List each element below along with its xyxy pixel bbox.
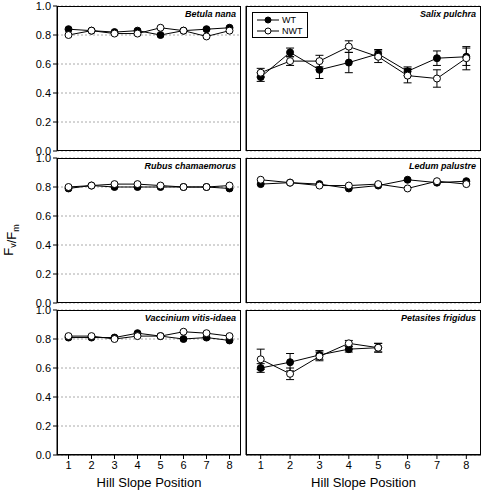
- svg-text:0.2: 0.2: [36, 116, 51, 128]
- svg-text:1: 1: [65, 459, 71, 471]
- svg-text:3: 3: [316, 459, 322, 471]
- html-text:Hill Slope Position: Hill Slope Position: [96, 475, 202, 490]
- svg-text:0.8: 0.8: [36, 181, 51, 193]
- svg-text:0.2: 0.2: [36, 420, 51, 432]
- svg-text:4: 4: [346, 459, 352, 471]
- svg-text:0.0: 0.0: [35, 144, 51, 157]
- svg-text:0.6: 0.6: [36, 362, 51, 374]
- svg-text:Fv/Fm: Fv/Fm: [8, 224, 20, 256]
- svg-text:0.4: 0.4: [36, 239, 51, 251]
- html-text:Betula nana: Betula nana: [185, 9, 236, 19]
- svg-text:5: 5: [157, 459, 163, 471]
- html-text:Vaccinium vitis-idaea: Vaccinium vitis-idaea: [144, 313, 236, 323]
- svg-text:0.4: 0.4: [36, 87, 51, 99]
- svg-text:0.0: 0.0: [36, 449, 51, 461]
- svg-text:0.6: 0.6: [36, 58, 51, 70]
- svg-text:7: 7: [203, 459, 209, 471]
- svg-text:1.0: 1.0: [36, 152, 51, 164]
- svg-text:1.0: 1.0: [36, 304, 51, 316]
- svg-text:0.2: 0.2: [36, 268, 51, 280]
- svg-text:1: 1: [258, 459, 264, 471]
- html-text:Ledum palustre: Ledum palustre: [409, 161, 476, 171]
- svg-text:6: 6: [180, 459, 186, 471]
- svg-text:6: 6: [405, 459, 411, 471]
- svg-text:0.4: 0.4: [36, 391, 51, 403]
- svg-text:0.8: 0.8: [36, 333, 51, 345]
- svg-text:4: 4: [134, 459, 140, 471]
- html-text:Hill Slope Position: Hill Slope Position: [311, 475, 416, 490]
- svg-text:0.8: 0.8: [36, 29, 51, 41]
- svg-text:2: 2: [88, 459, 94, 471]
- html-text:WT: WT: [282, 14, 296, 25]
- svg-text:8: 8: [463, 459, 469, 471]
- html-text:NWT: NWT: [282, 25, 303, 36]
- svg-text:0.6: 0.6: [36, 210, 51, 222]
- html-text:Rubus chamaemorus: Rubus chamaemorus: [144, 161, 236, 171]
- svg-text:5: 5: [375, 459, 381, 471]
- html-text:Petasites frigidus: Petasites frigidus: [401, 313, 476, 323]
- svg-text:2: 2: [287, 459, 293, 471]
- html-text:Salix pulchra: Salix pulchra: [420, 9, 476, 19]
- svg-text:7: 7: [434, 459, 440, 471]
- svg-text:0.0: 0.0: [35, 296, 51, 309]
- svg-text:8: 8: [226, 459, 232, 471]
- svg-text:3: 3: [111, 459, 117, 471]
- svg-text:1.0: 1.0: [36, 0, 51, 12]
